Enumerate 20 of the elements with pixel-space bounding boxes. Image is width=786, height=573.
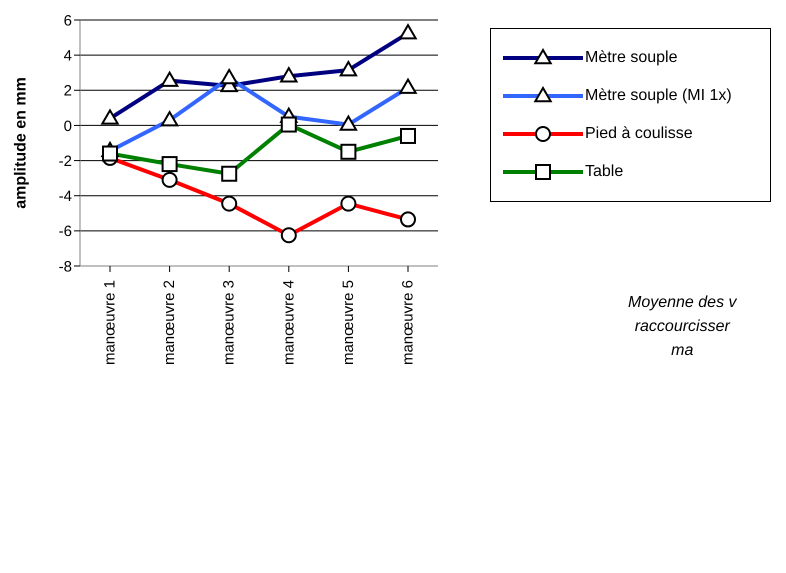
y-tick-label: -2 <box>58 152 72 170</box>
text: Moyenne des v raccourcisser ma <box>628 293 737 361</box>
x-tick-label: manœuvre 3 <box>220 280 238 366</box>
x-tick-label: manœuvre 4 <box>280 280 298 366</box>
legend-label: Mètre souple <box>585 49 678 67</box>
legend-label: Pied à coulisse <box>585 125 693 143</box>
x-tick-label: manœuvre 1 <box>102 280 118 366</box>
y-tick-label: 6 <box>64 12 72 30</box>
x-tick-label: manœuvre 2 <box>161 280 178 366</box>
legend-label: Mètre souple (MI 1x) <box>585 87 732 105</box>
x-tick-label: manœuvre 5 <box>340 280 357 366</box>
y-tick-label: 4 <box>64 47 72 64</box>
legend-label: Table <box>585 163 624 181</box>
y-tick-label: 2 <box>64 82 72 100</box>
y-tick-label: -8 <box>58 258 72 276</box>
y-tick-label: -4 <box>58 188 72 206</box>
y-tick-label: 0 <box>64 118 72 135</box>
y-axis-title: amplitude en mm <box>12 77 30 209</box>
y-tick-label: -6 <box>58 223 72 240</box>
x-tick-label: manœuvre 6 <box>400 280 416 366</box>
